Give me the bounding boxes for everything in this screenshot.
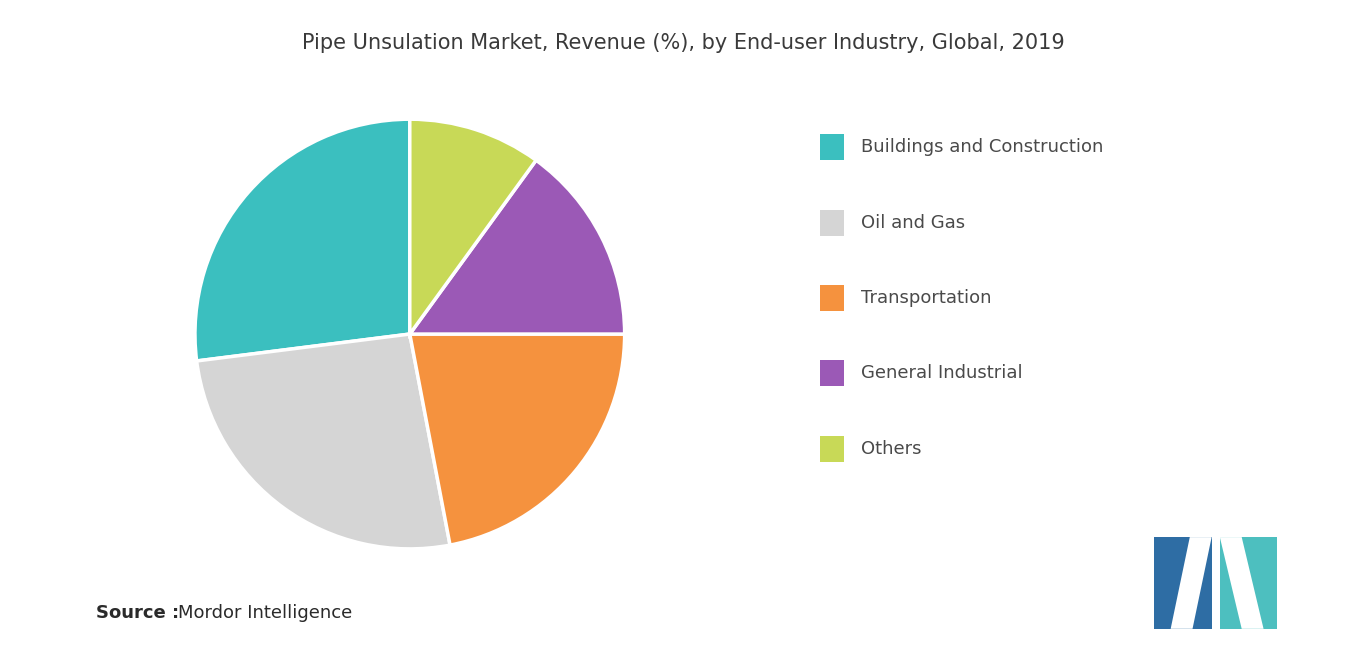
Text: Buildings and Construction: Buildings and Construction xyxy=(861,138,1102,157)
Text: Mordor Intelligence: Mordor Intelligence xyxy=(178,605,352,622)
Text: Transportation: Transportation xyxy=(861,289,992,307)
Polygon shape xyxy=(1171,537,1212,629)
Polygon shape xyxy=(1220,537,1277,629)
Wedge shape xyxy=(195,119,410,361)
Polygon shape xyxy=(1220,537,1264,629)
Text: Pipe Unsulation Market, Revenue (%), by End-user Industry, Global, 2019: Pipe Unsulation Market, Revenue (%), by … xyxy=(302,33,1064,53)
Wedge shape xyxy=(410,119,535,334)
Wedge shape xyxy=(197,334,449,549)
Polygon shape xyxy=(1154,537,1212,629)
Text: General Industrial: General Industrial xyxy=(861,364,1022,383)
Wedge shape xyxy=(410,160,624,334)
Text: Source :: Source : xyxy=(96,605,179,622)
Text: Oil and Gas: Oil and Gas xyxy=(861,214,964,232)
Text: Others: Others xyxy=(861,440,921,458)
Wedge shape xyxy=(410,334,624,545)
